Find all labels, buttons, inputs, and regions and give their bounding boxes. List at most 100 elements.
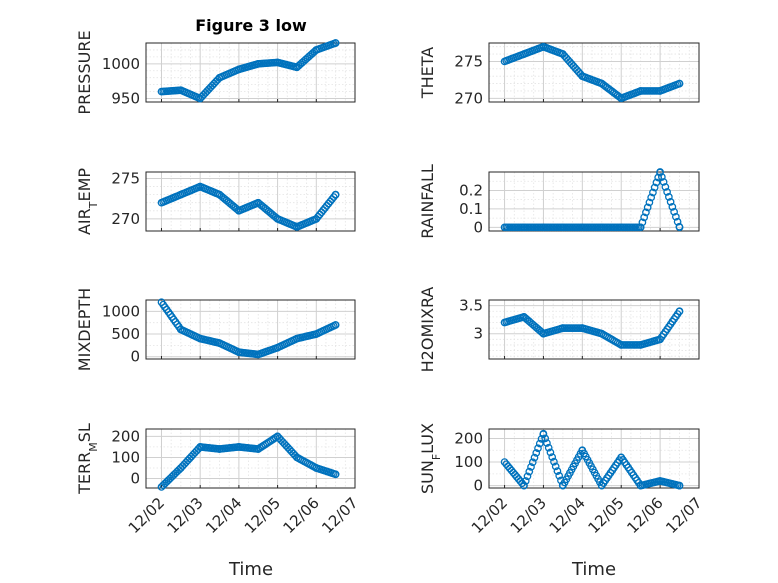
y-tick-label: 1000 [102, 55, 140, 73]
data-point [521, 477, 530, 485]
data-point [527, 463, 535, 471]
data-point [555, 471, 564, 480]
subplot-terrmsl: 0 100 200 TERRMSL 12/0212/0312/0412/0512/061… [75, 423, 362, 537]
x-tick-label: 12/04 [546, 494, 589, 537]
axes-box-h2omixra [488, 299, 700, 360]
y-tick-label: 270 [454, 89, 483, 107]
y-tick-label: 200 [111, 427, 140, 445]
subplot-mixdepth: 0 500 1000 MIXDEPTH [75, 288, 356, 371]
y-tick-label: 200 [454, 429, 483, 447]
data-point [638, 218, 647, 227]
x-tick-label: 12/04 [202, 494, 245, 537]
y-tick-label: 100 [111, 448, 140, 466]
x-tick-label: 12/03 [163, 494, 206, 537]
plot-area-terrmsl [145, 428, 356, 489]
axes-box-theta [488, 42, 700, 103]
data-point [670, 207, 678, 216]
data-point [331, 190, 340, 199]
x-tick-label: 12/05 [584, 494, 627, 537]
data-point [675, 223, 684, 232]
data-point [530, 453, 539, 462]
subplot-airtemp: 270 275 AIRTEMP [75, 168, 356, 235]
data-point [535, 439, 544, 448]
y-tick-label: 950 [111, 90, 140, 108]
data-point [661, 183, 670, 191]
subplot-rainfall: 00.10.2 RAINFALL [418, 164, 700, 239]
y-tick-label: 100 [454, 453, 483, 471]
data-point [652, 178, 661, 187]
y-axis-label-mixdepth: MIXDEPTH [75, 288, 94, 371]
data-point [675, 307, 684, 316]
data-point [331, 39, 340, 47]
data-point [668, 202, 677, 211]
y-tick-label: 3 [473, 325, 483, 343]
data-point [532, 449, 541, 457]
data-point [656, 168, 664, 176]
y-tick-label: 275 [454, 52, 483, 70]
data-point [525, 467, 534, 476]
data-point [659, 178, 668, 186]
data-point [331, 321, 340, 329]
data-point [650, 183, 659, 192]
x-tick-label: 12/03 [507, 494, 550, 537]
y-tick-label: 500 [111, 325, 140, 343]
data-point [528, 458, 537, 467]
data-point [615, 92, 624, 101]
x-axis-label-right: Time [571, 559, 616, 580]
data-point [233, 205, 241, 214]
axes-box-terrmsl [145, 428, 356, 489]
data-point [543, 439, 551, 447]
y-tick-label: 3.5 [459, 297, 483, 315]
plot-area-airtemp [145, 171, 356, 232]
data-point [548, 453, 557, 461]
data-point [663, 188, 671, 196]
y-axis-label-theta: THETA [418, 47, 437, 99]
x-tick-label: 12/05 [241, 494, 284, 537]
data-point [675, 481, 684, 490]
y-axis-label-airtemp: AIRTEMP [75, 168, 100, 235]
data-point [550, 457, 558, 466]
y-tick-label: 0 [130, 348, 140, 366]
data-point [666, 198, 675, 206]
data-point [520, 481, 528, 490]
data-point [672, 212, 680, 221]
y-tick-label: 275 [111, 169, 140, 187]
y-tick-label: 0 [473, 477, 483, 495]
axes-box-sunflux [488, 428, 700, 489]
y-tick-label: 1000 [102, 302, 140, 320]
x-tick-label: 12/06 [280, 494, 323, 537]
y-axis-label-pressure: PRESSURE [75, 30, 94, 114]
data-point [647, 193, 656, 202]
x-tick-label: 12/02 [468, 494, 511, 537]
data-point [640, 213, 649, 222]
subplot-h2omixra: 3 3.5 H2OMIXRA [418, 287, 700, 373]
x-axis-label-left: Time [228, 559, 273, 580]
axes-box-pressure [145, 42, 356, 103]
y-axis-label-h2omixra: H2OMIXRA [418, 287, 437, 373]
data-point [546, 448, 555, 457]
subplot-theta: 270 275 THETA [418, 42, 700, 107]
data-point [665, 193, 673, 201]
data-point [537, 328, 546, 336]
data-point [642, 208, 650, 217]
subplot-pressure: 950 1000 PRESSURE [75, 30, 356, 115]
figure-title: Figure 3 low [195, 16, 307, 35]
x-tick-label: 12/07 [662, 494, 705, 537]
data-point [675, 79, 684, 88]
y-axis-label-rainfall: RAINFALL [418, 164, 437, 239]
data-point [645, 198, 654, 207]
data-point [331, 470, 340, 479]
data-point [636, 223, 645, 232]
y-tick-label: 270 [111, 210, 140, 228]
data-point [649, 188, 657, 197]
y-axis-label-terrmsl: TERRMSL [75, 423, 100, 495]
y-tick-label: 0.1 [459, 200, 483, 218]
x-tick-label: 12/02 [125, 494, 168, 537]
y-tick-label: 0 [473, 218, 483, 236]
y-tick-label: 0 [130, 470, 140, 488]
data-point [539, 429, 548, 438]
data-point [553, 467, 562, 475]
axes-box-mixdepth [145, 299, 356, 360]
